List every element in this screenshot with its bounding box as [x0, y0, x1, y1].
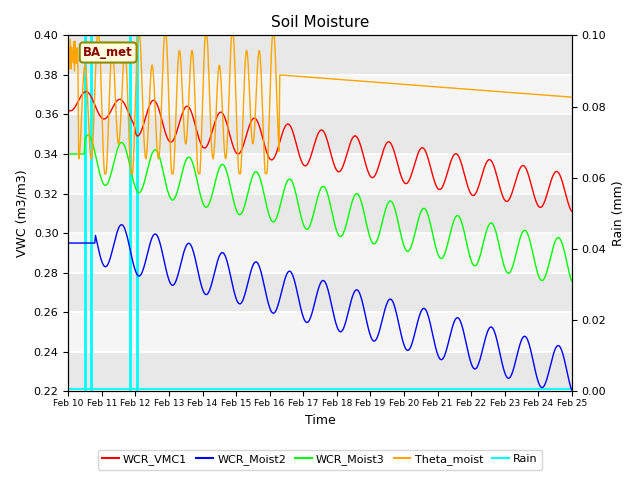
Y-axis label: VWC (m3/m3): VWC (m3/m3): [15, 169, 28, 257]
Y-axis label: Rain (mm): Rain (mm): [612, 180, 625, 246]
Bar: [68, 75, 572, 114]
X-axis label: Time: Time: [305, 414, 335, 427]
Bar: [68, 312, 572, 352]
Legend: WCR_VMC1, WCR_Moist2, WCR_Moist3, Theta_moist, Rain: WCR_VMC1, WCR_Moist2, WCR_Moist3, Theta_…: [97, 450, 543, 469]
Text: BA_met: BA_met: [83, 46, 133, 59]
Bar: [68, 154, 572, 193]
Bar: [68, 273, 572, 312]
Title: Soil Moisture: Soil Moisture: [271, 15, 369, 30]
Bar: [68, 193, 572, 233]
Bar: [68, 114, 572, 154]
Bar: [68, 352, 572, 391]
Bar: [68, 36, 572, 75]
Bar: [68, 233, 572, 273]
